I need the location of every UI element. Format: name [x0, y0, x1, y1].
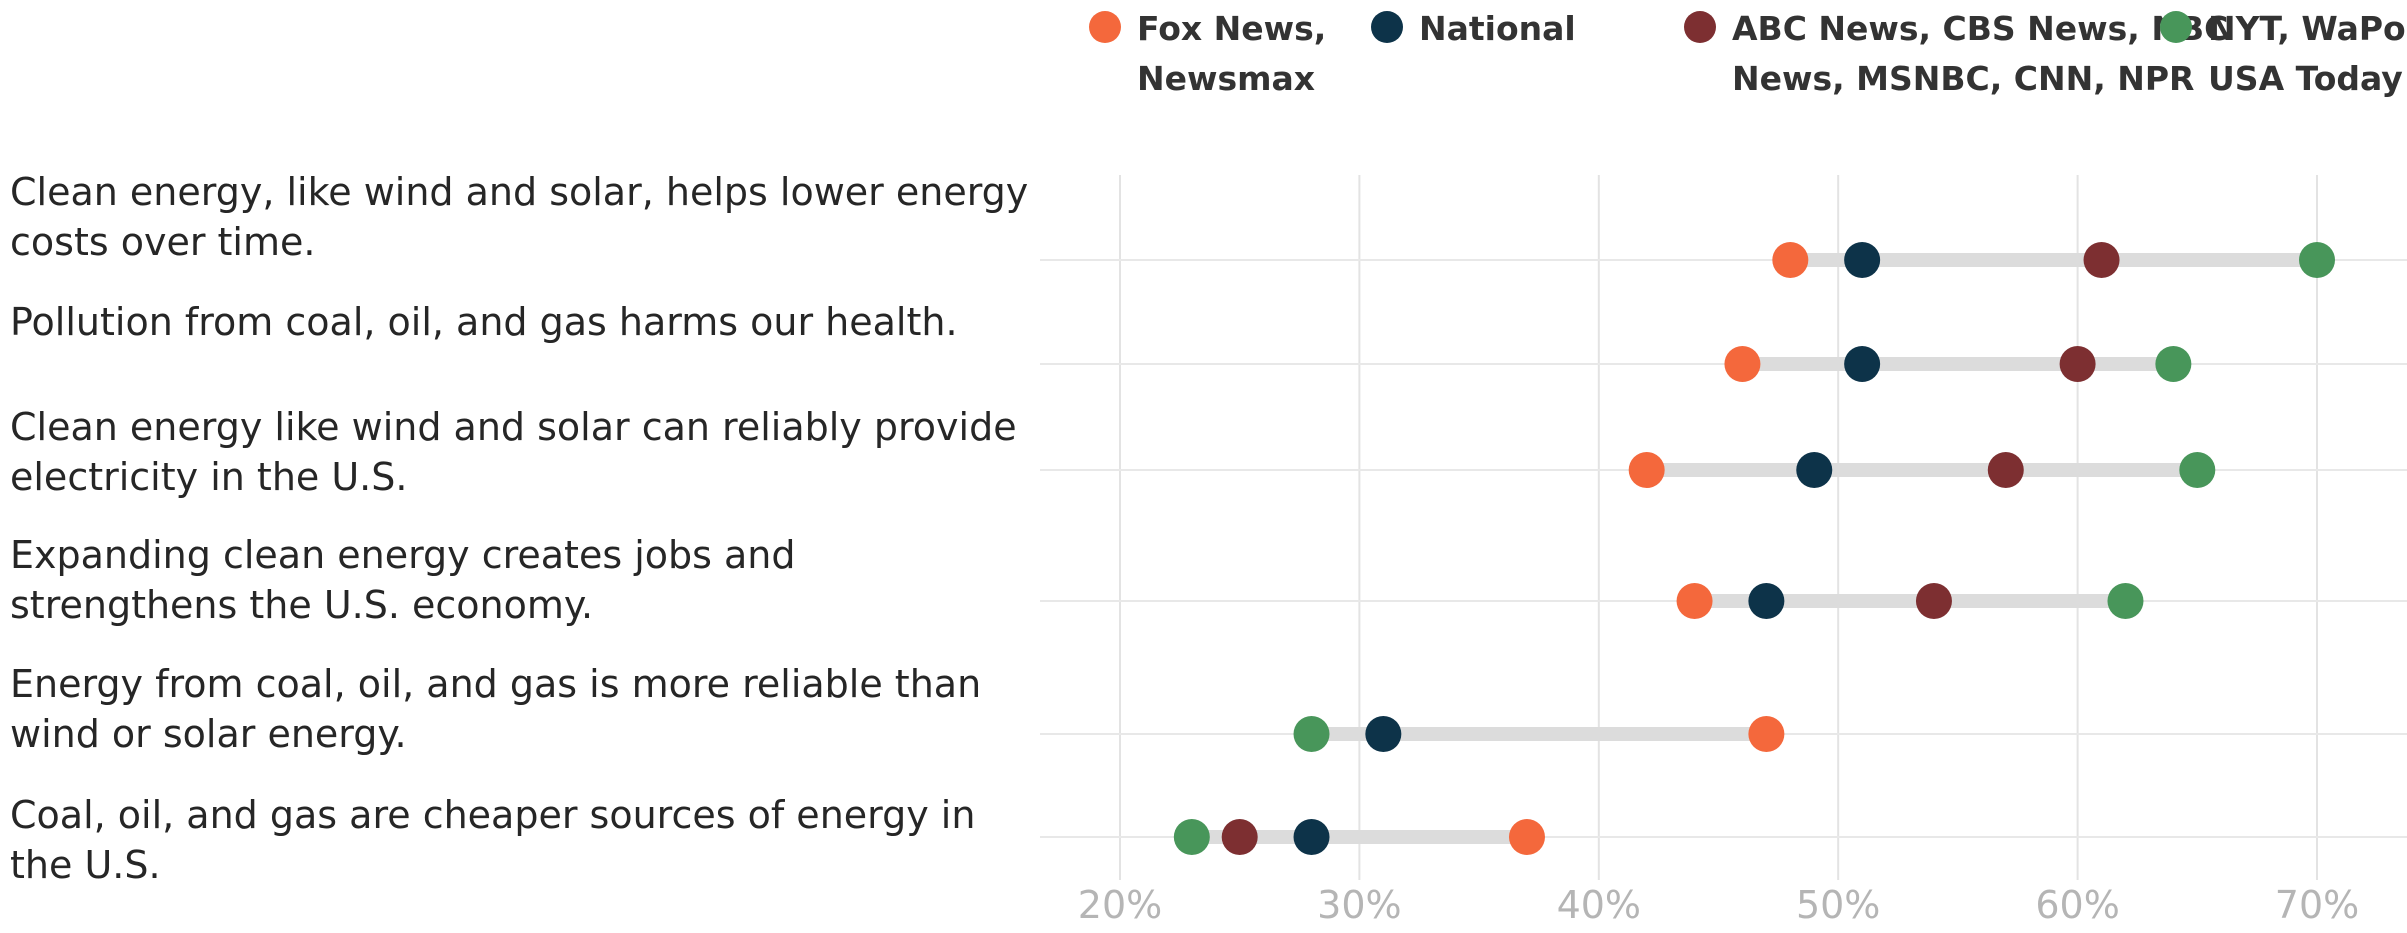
legend-swatch-national — [1371, 11, 1403, 43]
legend-label-papers: NYT, WaPo, USA Today — [2208, 9, 2407, 98]
dot-national-4 — [1365, 716, 1401, 752]
category-label-1: Pollution from coal, oil, and gas harms … — [10, 300, 958, 344]
dot-broadcast-3 — [1916, 583, 1952, 619]
range-bars — [1192, 260, 2317, 837]
x-tick-label-1: 30% — [1317, 883, 1401, 927]
dot-papers-3 — [2107, 583, 2143, 619]
legend-label-national: National — [1419, 9, 1576, 48]
x-tick-label-5: 70% — [2275, 883, 2359, 927]
dot-papers-2 — [2179, 452, 2215, 488]
dot-broadcast-2 — [1988, 452, 2024, 488]
category-label-5: Coal, oil, and gas are cheaper sources o… — [10, 793, 975, 887]
grid-lines — [1040, 175, 2407, 880]
legend: Fox News, Newsmax National ABC News, CBS Ne… — [1089, 9, 2407, 98]
x-tick-label-4: 60% — [2035, 883, 2119, 927]
dot-national-0 — [1844, 242, 1880, 278]
x-tick-label-3: 50% — [1796, 883, 1880, 927]
x-tick-label-0: 20% — [1078, 883, 1162, 927]
dot-fox-0 — [1772, 242, 1808, 278]
dot-fox-4 — [1748, 716, 1784, 752]
dot-papers-4 — [1294, 716, 1330, 752]
dot-national-3 — [1748, 583, 1784, 619]
dot-fox-3 — [1677, 583, 1713, 619]
legend-label-fox: Fox News, Newsmax — [1137, 9, 1326, 98]
dot-fox-1 — [1724, 346, 1760, 382]
legend-label-broadcast: ABC News, CBS News, NBC News, MSNBC, CNN,… — [1732, 9, 2228, 98]
dot-national-5 — [1294, 819, 1330, 855]
legend-swatch-fox — [1089, 11, 1121, 43]
dot-national-2 — [1796, 452, 1832, 488]
dot-papers-1 — [2155, 346, 2191, 382]
category-label-2: Clean energy like wind and solar can rel… — [10, 405, 1017, 499]
legend-swatch-broadcast — [1684, 11, 1716, 43]
dot-fox-5 — [1509, 819, 1545, 855]
dot-fox-2 — [1629, 452, 1665, 488]
x-axis-ticks: 20% 30% 40% 50% 60% 70% — [1078, 883, 2359, 927]
category-label-4: Energy from coal, oil, and gas is more r… — [10, 662, 981, 756]
dot-papers-5 — [1174, 819, 1210, 855]
legend-swatch-papers — [2160, 11, 2192, 43]
dot-national-1 — [1844, 346, 1880, 382]
dot-broadcast-1 — [2060, 346, 2096, 382]
category-labels: Clean energy, like wind and solar, helps… — [10, 170, 1028, 887]
dot-papers-0 — [2299, 242, 2335, 278]
dot-broadcast-0 — [2084, 242, 2120, 278]
category-label-0: Clean energy, like wind and solar, helps… — [10, 170, 1028, 264]
dot-broadcast-5 — [1222, 819, 1258, 855]
data-points — [1174, 242, 2335, 855]
x-tick-label-2: 40% — [1557, 883, 1641, 927]
category-label-3: Expanding clean energy creates jobs and s… — [10, 533, 796, 627]
